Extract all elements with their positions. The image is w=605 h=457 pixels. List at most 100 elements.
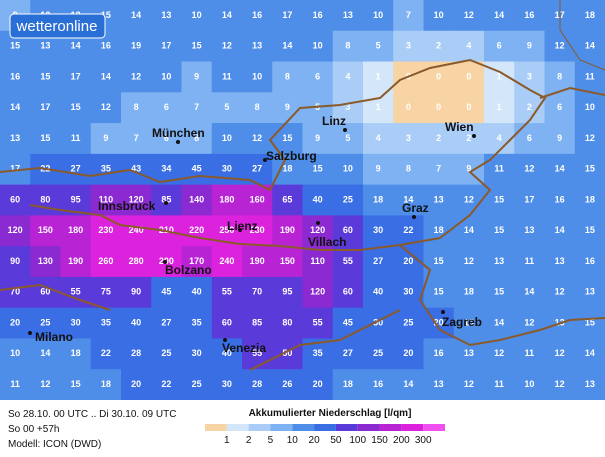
- precip-value: 15: [192, 41, 202, 51]
- precip-value: 260: [98, 256, 113, 266]
- precip-value: 26: [282, 379, 292, 389]
- precip-value: 14: [101, 71, 111, 81]
- precip-cell: [242, 369, 273, 401]
- precip-value: 18: [282, 164, 292, 174]
- city-dot: [343, 128, 347, 132]
- precip-value: 180: [219, 194, 234, 204]
- precip-value: 1: [376, 71, 381, 81]
- city-label: Graz: [402, 201, 429, 215]
- precip-cell: [332, 338, 364, 370]
- precip-value: 6: [557, 102, 562, 112]
- precip-cell: [393, 30, 424, 63]
- precip-value: 11: [10, 379, 20, 389]
- precip-value: 14: [524, 287, 534, 297]
- precip-cell: [242, 246, 273, 278]
- precip-value: 16: [555, 194, 565, 204]
- precip-cell: [363, 123, 394, 155]
- precip-cell: [90, 276, 122, 309]
- precip-value: 27: [71, 164, 81, 174]
- precip-cell: [121, 30, 152, 63]
- precip-value: 17: [161, 41, 171, 51]
- precip-cell: [181, 276, 213, 309]
- precip-cell: [332, 123, 364, 155]
- precip-cell: [151, 276, 182, 309]
- precip-cell: [574, 153, 605, 186]
- precip-value: 10: [343, 164, 353, 174]
- precip-cell: [151, 0, 182, 32]
- precip-value: 9: [557, 133, 562, 143]
- precip-cell: [363, 338, 394, 370]
- precip-value: 22: [161, 379, 171, 389]
- precip-value: 18: [101, 379, 111, 389]
- precip-cell: [514, 369, 545, 401]
- precip-value: 13: [524, 225, 534, 235]
- precip-cell: [574, 338, 605, 370]
- precip-cell: [242, 338, 273, 370]
- precip-value: 15: [494, 287, 504, 297]
- precip-value: 18: [464, 287, 474, 297]
- precip-cell: [242, 215, 273, 247]
- logo[interactable]: wetteronline: [16, 18, 98, 35]
- precip-cell: [423, 123, 455, 155]
- precip-cell: [242, 92, 273, 124]
- precip-value: 12: [555, 379, 565, 389]
- precip-cell: [211, 0, 243, 32]
- precip-value: 7: [436, 164, 441, 174]
- precip-value: 3: [345, 102, 350, 112]
- precip-value: 14: [10, 102, 20, 112]
- precip-value: 10: [313, 41, 323, 51]
- precip-value: 18: [373, 194, 383, 204]
- precip-value: 6: [527, 133, 532, 143]
- precip-cell: [151, 123, 182, 155]
- precip-cell: [60, 215, 92, 247]
- precip-cell: [121, 92, 152, 124]
- precip-cell: [574, 215, 605, 247]
- city-label: Bolzano: [165, 263, 212, 277]
- precip-value: 40: [192, 287, 202, 297]
- precip-cell: [423, 338, 455, 370]
- precip-value: 14: [494, 10, 504, 20]
- precip-value: 6: [164, 133, 169, 143]
- precip-value: 10: [161, 71, 171, 81]
- precip-value: 13: [585, 379, 595, 389]
- precip-value: 2: [466, 133, 471, 143]
- precip-cell: [272, 0, 303, 32]
- precip-cell: [181, 153, 213, 186]
- precip-value: 8: [194, 133, 199, 143]
- precip-cell: [544, 369, 576, 401]
- precip-value: 2: [436, 41, 441, 51]
- precip-cell: [60, 123, 92, 155]
- precip-cell: [574, 123, 605, 155]
- precip-cell: [574, 61, 605, 93]
- precip-cell: [181, 61, 213, 93]
- precip-cell: [181, 92, 213, 124]
- precip-value: 19: [131, 41, 141, 51]
- precip-cell: [484, 0, 515, 32]
- precip-value: 1: [376, 102, 381, 112]
- precip-cell: [302, 0, 334, 32]
- precip-cell: [121, 0, 152, 32]
- precip-cell: [363, 369, 394, 401]
- precip-value: 40: [313, 194, 323, 204]
- precip-value: 3: [406, 41, 411, 51]
- precip-cell: [363, 276, 394, 309]
- precip-cell: [90, 61, 122, 93]
- precip-value: 15: [494, 194, 504, 204]
- precip-value: 40: [222, 348, 232, 358]
- precip-value: 140: [189, 194, 204, 204]
- precip-value: 3: [527, 71, 532, 81]
- precip-value: 13: [40, 41, 50, 51]
- precip-value: 28: [252, 379, 262, 389]
- precip-value: 4: [497, 133, 502, 143]
- precip-cell: [90, 184, 122, 216]
- precip-cell: [242, 30, 273, 63]
- precip-cell: [30, 338, 61, 370]
- precip-cell: [0, 123, 31, 155]
- precip-value: 25: [403, 317, 413, 327]
- precip-value: 11: [494, 164, 504, 174]
- legend-swatch: [292, 424, 315, 431]
- precip-cell: [211, 123, 243, 155]
- precip-value: 13: [434, 379, 444, 389]
- precip-cell: [574, 276, 605, 309]
- city-label: Innsbruck: [98, 199, 156, 213]
